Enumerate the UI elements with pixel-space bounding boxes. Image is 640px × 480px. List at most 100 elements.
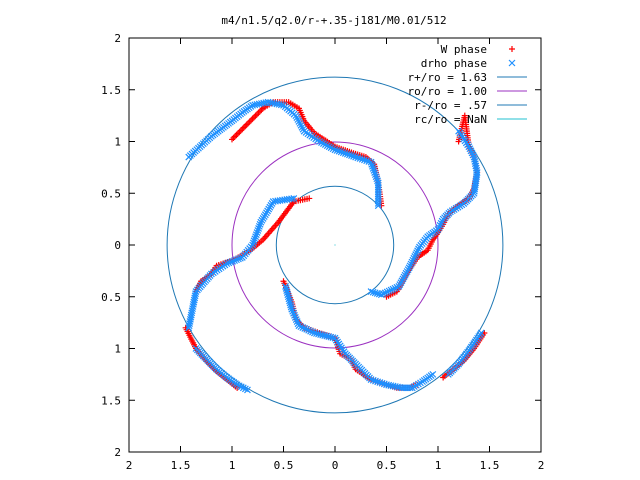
drho-phase-point: [185, 153, 193, 161]
drho-phase-point: [233, 256, 240, 264]
drho-phase-point: [327, 333, 335, 341]
drho-phase-point: [185, 322, 193, 330]
drho-phase-point: [309, 328, 316, 336]
y-tick-label: 1.5: [101, 394, 121, 407]
legend-plus-marker: [509, 46, 515, 52]
x-axis-ticks: 2 1.5 1 0.5 0 0.5 1 1.5 2: [126, 38, 544, 472]
drho-phase-point: [389, 285, 397, 293]
y-tick-label: 1: [114, 343, 121, 356]
drho-phase-point: [468, 149, 476, 157]
rc-center-dot: [334, 244, 336, 246]
drho-phase-point: [288, 305, 296, 313]
drho-phase-point: [225, 259, 233, 267]
drho-phase-point: [250, 237, 258, 245]
drho-phase-point: [319, 331, 327, 339]
drho-phase-point: [294, 116, 302, 123]
drho-phase-point: [296, 119, 304, 127]
x-tick-label: 1.5: [171, 459, 191, 472]
drho-phase-point: [369, 164, 377, 172]
drho-phase-point: [229, 257, 237, 265]
drho-phase-point: [429, 370, 437, 378]
drho-phase-point: [321, 332, 329, 339]
drho-phase-point: [341, 149, 349, 157]
circle-r-1: [231, 141, 439, 349]
w-phase-point: [239, 126, 246, 133]
drho-phase-point: [255, 222, 263, 230]
drho-phase-point: [310, 329, 318, 337]
drho-phase-point: [413, 249, 421, 257]
y-tick-label: 0.5: [101, 291, 121, 304]
drho-phase-point: [289, 307, 297, 315]
drho-phase-point: [438, 217, 446, 225]
y-axis-ticks: 2 1.5 1 0.5 0 0.5 1 1.5 2: [101, 32, 541, 459]
legend-label: ro/ro = 1.00: [408, 85, 487, 98]
drho-phase-point: [301, 325, 309, 332]
w-phase-point: [229, 136, 235, 143]
drho-phase-point: [317, 331, 325, 338]
drho-phase-point: [376, 379, 384, 386]
drho-phase-point: [367, 288, 375, 295]
drho-phase-point: [385, 287, 393, 295]
drho-phase-point: [337, 148, 345, 156]
drho-phase-point: [412, 251, 420, 259]
drho-phase-point: [407, 260, 415, 268]
reference-circles: [166, 76, 504, 414]
w-phase-point: [240, 124, 247, 131]
drho-phase-point: [391, 284, 399, 292]
drho-phase-point: [253, 229, 261, 237]
drho-phase-point: [313, 330, 320, 337]
w-phase-point: [233, 131, 240, 138]
drho-phase-point: [286, 299, 294, 307]
y-tick-label: 1: [114, 136, 121, 149]
drho-phase-point: [365, 158, 373, 165]
drho-phase-point: [363, 157, 371, 165]
drho-phase-point: [303, 325, 311, 333]
drho-phase-point: [305, 326, 313, 334]
drho-phase-point: [415, 245, 422, 253]
drho-phase-point: [361, 156, 368, 164]
drho-phase-point: [185, 324, 193, 332]
drho-phase-point: [299, 125, 307, 133]
drho-phase-point: [373, 175, 381, 183]
drho-phase-point: [405, 264, 413, 272]
x-tick-label: 0.5: [274, 459, 294, 472]
drho-phase-point: [256, 220, 264, 228]
legend-label: W phase: [441, 43, 487, 56]
w-phase-point: [237, 127, 244, 134]
drho-phase-point: [444, 370, 452, 378]
drho-phase-point: [339, 149, 347, 157]
drho-phase-point: [236, 254, 244, 262]
drho-phase-point: [469, 151, 477, 159]
drho-phase-point: [327, 144, 335, 152]
drho-phase-point: [283, 289, 291, 297]
drho-phase-point: [406, 384, 414, 392]
drho-phase-point: [299, 324, 307, 331]
drho-phase-point: [254, 227, 262, 234]
drho-phase-point: [237, 383, 245, 391]
drho-phase-point: [283, 287, 291, 294]
drho-phase-point: [293, 318, 301, 326]
drho-phase-point: [323, 332, 331, 340]
drho-phase-point: [323, 142, 331, 150]
drho-phase-point: [381, 289, 389, 297]
drho-phase-point: [379, 290, 387, 298]
drho-phase-point: [284, 293, 292, 301]
drho-phase-point: [378, 379, 386, 387]
legend-label: rc/ro = NaN: [414, 113, 487, 126]
drho-phase-point: [410, 254, 418, 262]
drho-phase-point: [329, 145, 337, 153]
w-phase-point: [440, 374, 447, 381]
drho-phase-point: [235, 382, 243, 390]
drho-phase-point: [436, 221, 444, 229]
drho-phase-point: [321, 141, 329, 149]
w-phase-point: [242, 123, 249, 130]
drho-phase-point: [350, 152, 357, 160]
drho-phase-point: [414, 247, 422, 255]
drho-phase-point: [231, 257, 238, 264]
drho-phase-point: [335, 147, 343, 155]
drho-phase-point: [297, 121, 305, 129]
drho-phase-point: [371, 169, 379, 176]
w-phase-point: [234, 130, 241, 137]
w-phase-point: [236, 129, 243, 136]
